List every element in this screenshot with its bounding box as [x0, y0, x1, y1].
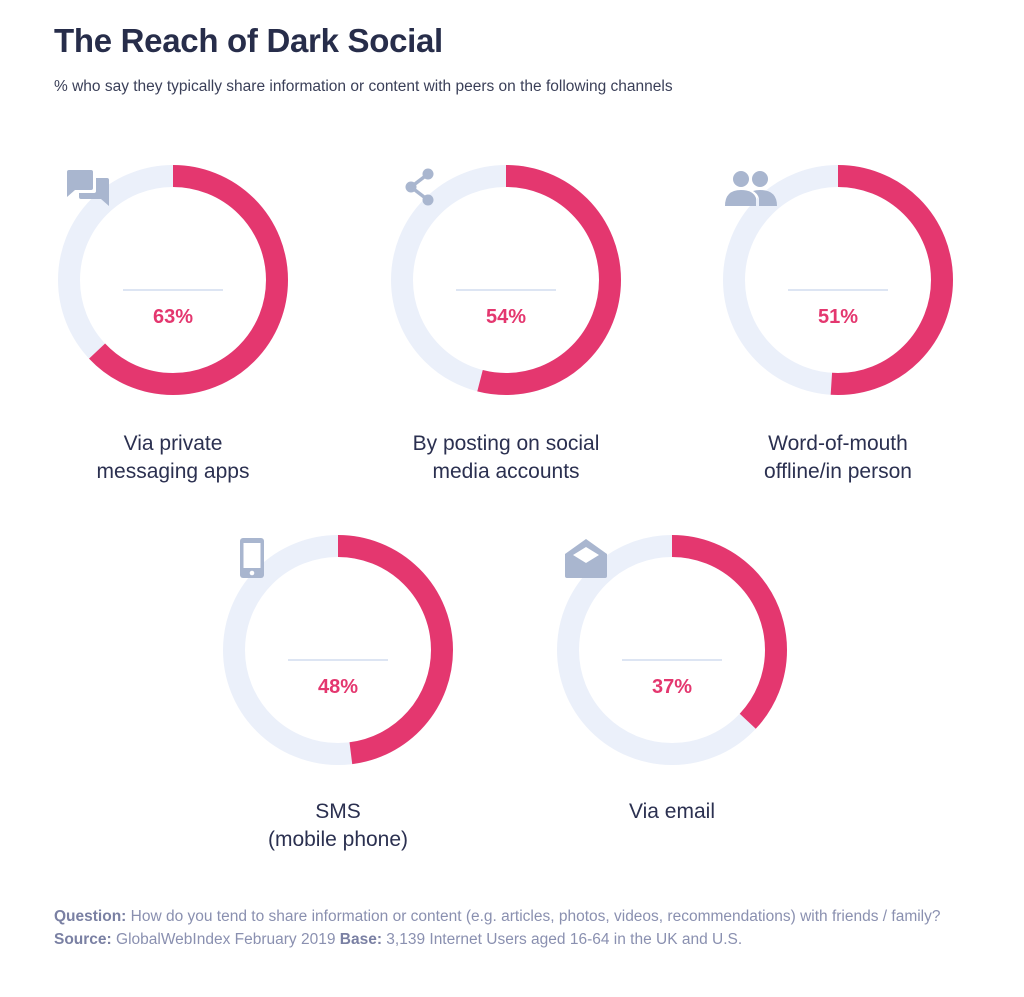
footnote: Question: How do you tend to share infor… [54, 905, 954, 951]
donut-5: 37% [556, 534, 788, 766]
percentage-value: 54% [485, 306, 527, 328]
people-icon [725, 171, 777, 206]
divider [123, 289, 223, 291]
base-text: 3,139 Internet Users aged 16-64 in the U… [381, 931, 743, 948]
divider [788, 289, 888, 291]
source-text: GlobalWebIndex February 2019 [111, 931, 340, 948]
donut-3: 51% [722, 164, 954, 396]
percentage-value: 51% [817, 306, 859, 328]
donut-ring [723, 165, 953, 395]
percentage-value: 63% [152, 306, 194, 328]
source-label: Source: [54, 931, 112, 948]
donut-label: SMS (mobile phone) [267, 800, 409, 851]
donut-1: 63% [57, 164, 289, 396]
divider [456, 289, 556, 291]
donut-ring [58, 165, 288, 395]
donut-ring [391, 165, 621, 395]
donut-ring [557, 535, 787, 765]
chart-title: The Reach of Dark Social [54, 22, 443, 59]
base-label: Base: [339, 931, 382, 948]
mobile-phone-icon [240, 538, 264, 578]
divider [622, 659, 722, 661]
donut-label: Via private messaging apps [96, 432, 250, 483]
percentage-value: 48% [317, 676, 359, 698]
question-label: Question: [54, 908, 127, 925]
donut-label: Word-of-mouth offline/in person [764, 432, 912, 483]
donut-label: Via email [629, 800, 715, 823]
divider [288, 659, 388, 661]
chart-subtitle: % who say they typically share informati… [54, 78, 673, 95]
question-text: How do you tend to share information or … [126, 908, 941, 925]
donut-4: 48% [222, 534, 454, 766]
donut-ring [223, 535, 453, 765]
chat-bubbles-icon [67, 170, 109, 206]
donut-label: By posting on social media accounts [412, 432, 600, 483]
share-icon [405, 168, 434, 206]
donut-2: 54% [390, 164, 622, 396]
envelope-open-icon [565, 539, 607, 578]
percentage-value: 37% [651, 676, 693, 698]
